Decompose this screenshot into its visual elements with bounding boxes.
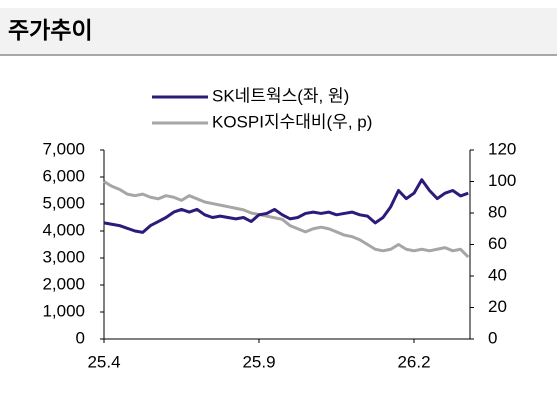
series-line [103, 180, 470, 259]
y2-tick-label: 100 [488, 171, 516, 190]
y-tick-label: 2,000 [42, 274, 85, 293]
x-tick-label: 25.4 [87, 352, 120, 371]
y2-tick-label: 40 [488, 265, 507, 284]
x-tick-label: 25.9 [242, 352, 275, 371]
y-tick-label: 4,000 [42, 220, 85, 239]
legend-label: SK네트웍스(좌, 원) [212, 86, 349, 105]
x-tick-label: 26.2 [397, 352, 430, 371]
series-line [103, 178, 469, 234]
chart-title: 주가추이 [8, 17, 93, 43]
y2-tick-label: 60 [488, 234, 507, 253]
y-tick-label: 5,000 [42, 193, 85, 212]
y-tick-label: 1,000 [42, 301, 85, 320]
y2-tick-label: 0 [488, 328, 497, 347]
y-tick-label: 0 [76, 328, 85, 347]
legend-label: KOSPI지수대비(우, p) [212, 112, 372, 131]
y-tick-label: 3,000 [42, 247, 85, 266]
y2-tick-label: 80 [488, 202, 507, 221]
y2-tick-label: 120 [488, 139, 516, 158]
y-tick-label: 7,000 [42, 139, 85, 158]
y-tick-label: 6,000 [42, 166, 85, 185]
header-band [0, 8, 557, 55]
y2-tick-label: 20 [488, 297, 507, 316]
